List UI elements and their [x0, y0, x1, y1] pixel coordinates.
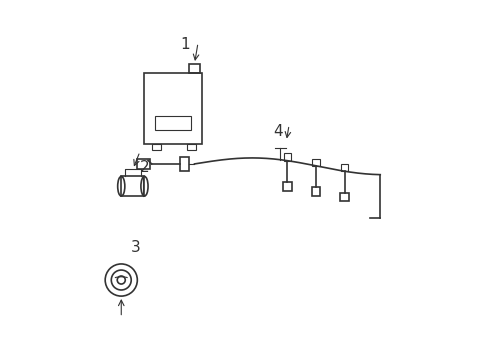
Text: 1: 1 [181, 37, 190, 52]
Text: 4: 4 [273, 124, 283, 139]
Text: 3: 3 [130, 240, 140, 255]
Text: 2: 2 [140, 160, 149, 175]
